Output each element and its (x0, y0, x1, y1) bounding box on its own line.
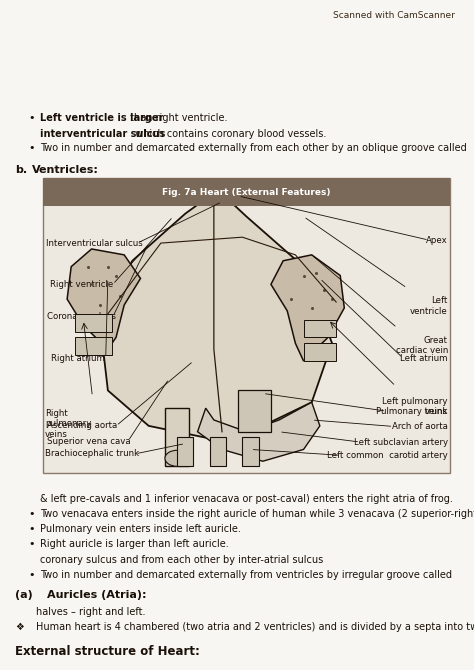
Bar (165, 408, 190, 466)
Text: •: • (28, 113, 35, 123)
Text: Right ventricle: Right ventricle (50, 280, 113, 289)
Text: Left common  carotid artery: Left common carotid artery (327, 451, 448, 460)
Text: •: • (28, 143, 35, 153)
Bar (303, 343, 336, 361)
Text: Left pulmonary
veins: Left pulmonary veins (383, 397, 448, 416)
Bar (210, 437, 226, 466)
Text: Human heart is 4 chambered (two atria and 2 ventricles) and is divided by a sept: Human heart is 4 chambered (two atria an… (36, 622, 474, 632)
Text: Ventricles:: Ventricles: (32, 165, 99, 175)
Bar (238, 391, 271, 431)
Bar (177, 437, 193, 466)
Ellipse shape (165, 450, 190, 466)
Text: Left ventricle is larger: Left ventricle is larger (40, 113, 164, 123)
Text: Left subclavian artery: Left subclavian artery (354, 438, 448, 447)
Text: Great
cardiac vein: Great cardiac vein (396, 336, 448, 355)
Text: Superior vena cava: Superior vena cava (47, 437, 131, 446)
Text: External structure of Heart:: External structure of Heart: (15, 645, 200, 657)
Text: Two in number and demarcated externally from ventricles by irregular groove call: Two in number and demarcated externally … (40, 570, 452, 580)
Bar (75, 314, 112, 332)
Text: Right auricle is larger than left auricle.: Right auricle is larger than left auricl… (40, 539, 229, 549)
Text: Interventricular sulcus: Interventricular sulcus (46, 239, 143, 248)
Text: b.: b. (15, 165, 27, 175)
Text: Two venacava enters inside the right auricle of human while 3 venacava (2 superi: Two venacava enters inside the right aur… (40, 509, 474, 519)
Text: Pulmonary vein enters inside left auricle.: Pulmonary vein enters inside left auricl… (40, 524, 241, 534)
Text: Two in number and demarcated externally from each other by an oblique groove cal: Two in number and demarcated externally … (40, 143, 467, 153)
Text: Fig. 7a Heart (External Features): Fig. 7a Heart (External Features) (162, 188, 331, 197)
Text: •: • (28, 509, 35, 519)
Polygon shape (67, 249, 140, 349)
Text: coronary sulcus and from each other by inter-atrial sulcus: coronary sulcus and from each other by i… (40, 555, 324, 565)
FancyBboxPatch shape (43, 178, 450, 473)
Text: than right ventricle.: than right ventricle. (127, 113, 227, 123)
Text: •: • (28, 524, 35, 534)
Polygon shape (271, 255, 344, 361)
Text: Coronary sulcus: Coronary sulcus (47, 312, 117, 322)
Text: Left atrium: Left atrium (401, 354, 448, 362)
Text: Left
ventricle: Left ventricle (410, 296, 448, 316)
Text: ❖: ❖ (15, 622, 24, 632)
Bar (242, 437, 259, 466)
Text: Arch of aorta: Arch of aorta (392, 422, 448, 431)
Text: Right
pulmonary
veins: Right pulmonary veins (45, 409, 91, 439)
Text: •: • (28, 570, 35, 580)
Polygon shape (100, 190, 332, 438)
Text: halves – right and left.: halves – right and left. (36, 607, 145, 617)
Bar (75, 338, 112, 355)
Text: •: • (28, 539, 35, 549)
Polygon shape (198, 402, 320, 461)
Text: interventricular sulcus: interventricular sulcus (40, 129, 166, 139)
Text: which contains coronary blood vessels.: which contains coronary blood vessels. (132, 129, 327, 139)
Text: Auricles (Atria):: Auricles (Atria): (47, 590, 147, 600)
Text: (a): (a) (15, 590, 33, 600)
Text: Ascending aorta: Ascending aorta (47, 421, 118, 430)
Text: & left pre-cavals and 1 inferior venacava or post-caval) enters the right atria : & left pre-cavals and 1 inferior venacav… (40, 494, 453, 505)
Text: Pulmonary trunk: Pulmonary trunk (376, 407, 448, 415)
Text: Apex: Apex (426, 236, 448, 245)
Text: Scanned with CamScanner: Scanned with CamScanner (333, 11, 455, 20)
Text: Brachiocephalic trunk: Brachiocephalic trunk (45, 450, 139, 458)
Text: Right atrium: Right atrium (51, 354, 105, 362)
Bar (43, 178, 450, 206)
Bar (303, 320, 336, 338)
